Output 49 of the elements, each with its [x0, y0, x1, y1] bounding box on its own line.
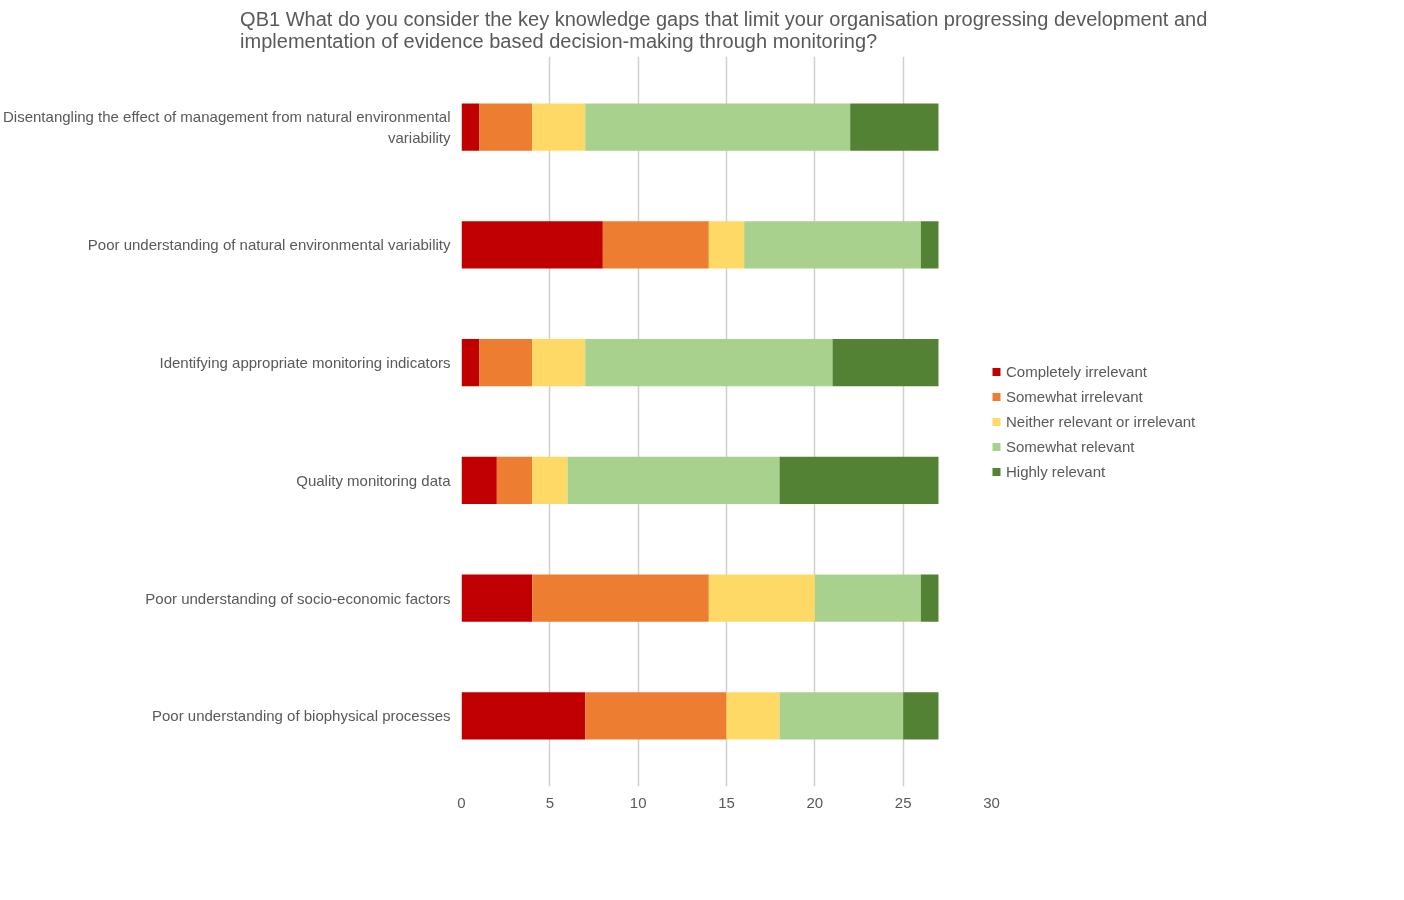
bar — [532, 456, 568, 504]
bar — [461, 103, 480, 151]
bar — [479, 339, 533, 387]
bar — [920, 221, 939, 269]
bar — [814, 574, 921, 622]
bar — [832, 339, 939, 387]
x-tick-label: 10 — [629, 793, 647, 811]
bar — [708, 221, 745, 269]
bar — [744, 221, 921, 269]
bar — [779, 456, 939, 504]
bar — [461, 574, 533, 622]
legend-label: Completely irrelevant — [1006, 362, 1147, 380]
y-tick-label: Disentangling the effect of management from natural environmental variability — [3, 108, 451, 146]
x-tick-label: 25 — [894, 793, 912, 811]
legend-label: Highly relevant — [1006, 462, 1106, 480]
bar — [585, 103, 851, 151]
bar — [585, 692, 727, 740]
y-tick-label: Poor understanding of biophysical processes — [151, 707, 451, 725]
bar — [461, 692, 586, 740]
bar — [461, 456, 497, 504]
x-tick-label: 30 — [983, 793, 1000, 811]
bar — [708, 574, 815, 622]
bar — [850, 103, 939, 151]
bar — [585, 339, 833, 387]
y-tick-label: Quality monitoring data — [296, 471, 452, 489]
legend-label: Somewhat irrelevant — [1006, 387, 1143, 405]
y-tick-label: Identifying appropriate monitoring indicators — [159, 354, 451, 372]
legend-label: Somewhat relevant — [1006, 437, 1135, 455]
bar — [726, 692, 780, 740]
y-tick-label: Poor understanding of natural environmental variability — [87, 236, 451, 254]
bar — [532, 103, 586, 151]
chart-title: QB1 What do you consider the key knowledge gaps that limit your organisation progressing development and implementation of evidence based decision-making through monitoring? — [240, 7, 1208, 52]
y-tick-label: Poor understanding of socio-economic factors — [145, 589, 451, 607]
bar — [903, 692, 939, 740]
bar — [479, 103, 533, 151]
bar — [461, 221, 603, 269]
bar — [920, 574, 939, 622]
x-tick-label: 15 — [718, 793, 735, 811]
x-tick-label: 0 — [457, 793, 466, 811]
x-tick-label: 5 — [545, 793, 555, 811]
legend-label: Neither relevant or irrelevant — [1006, 412, 1196, 430]
bar — [779, 692, 904, 740]
bar — [496, 456, 533, 504]
bar — [532, 339, 586, 387]
bar — [567, 456, 780, 504]
bar — [602, 221, 709, 269]
bar — [532, 574, 709, 622]
x-tick-label: 20 — [806, 793, 824, 811]
bar — [461, 339, 480, 387]
